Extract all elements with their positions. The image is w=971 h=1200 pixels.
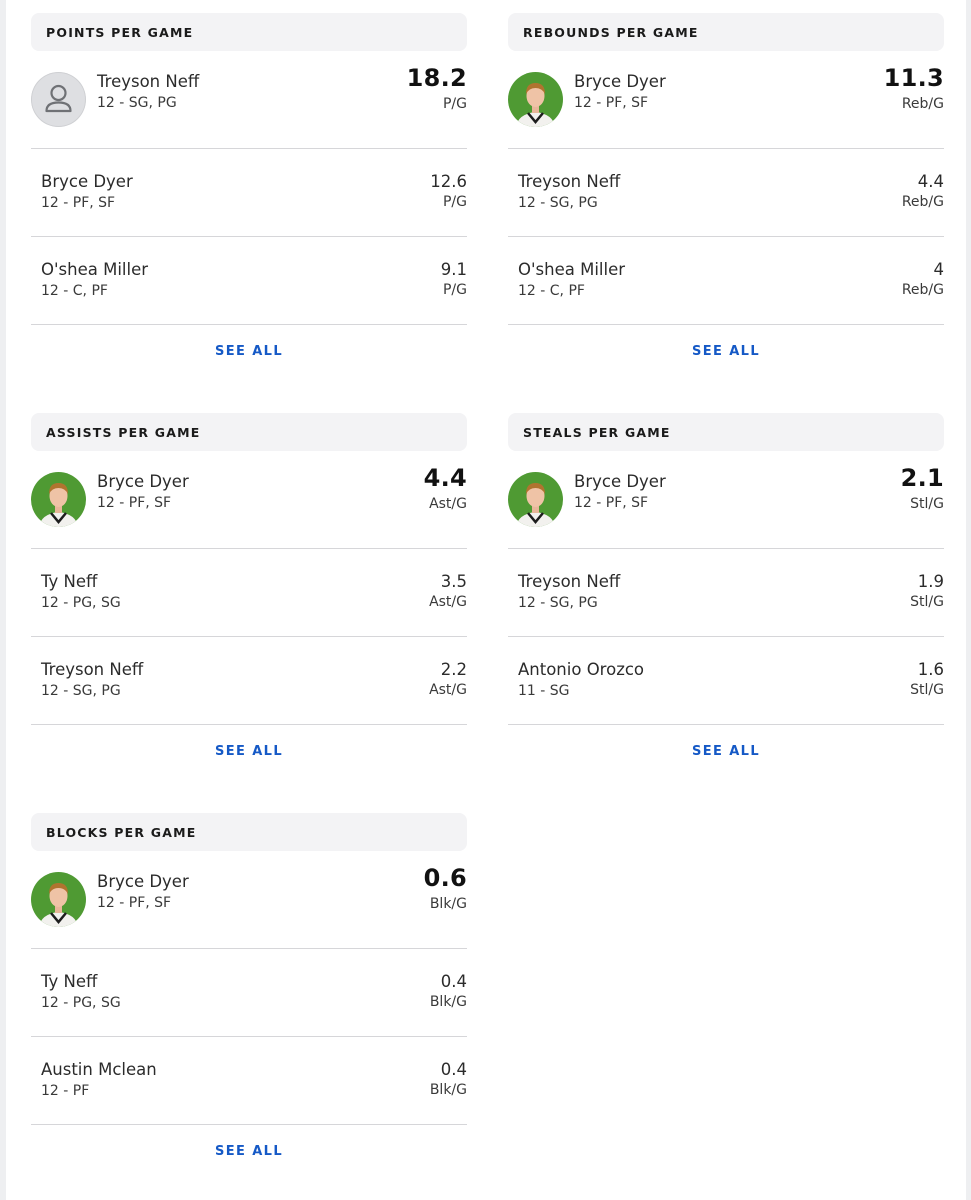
leader-name[interactable]: Bryce Dyer (574, 471, 666, 491)
stat-value: 4.4 (917, 172, 944, 191)
player-class-position: 12 - PG, SG (41, 595, 121, 611)
list-item[interactable]: O'shea Miller 12 - C, PF 4 Reb/G (508, 237, 944, 325)
player-photo (31, 472, 86, 527)
see-all-link[interactable]: SEE ALL (214, 343, 284, 359)
player-photo (508, 472, 563, 527)
stat-unit: P/G (442, 194, 467, 210)
assists-per-game-card: ASSISTS PER GAME Bryce Dyer 12 - PF, SF … (31, 413, 467, 777)
leader-stat-value: 2.1 (900, 464, 944, 492)
stat-value: 1.6 (917, 660, 944, 679)
player-name[interactable]: Treyson Neff (518, 572, 621, 591)
player-name[interactable]: Bryce Dyer (41, 172, 133, 191)
list-item[interactable]: Treyson Neff 12 - SG, PG 2.2 Ast/G (31, 637, 467, 725)
stat-unit: Stl/G (910, 594, 944, 610)
list-item[interactable]: Ty Neff 12 - PG, SG 0.4 Blk/G (31, 949, 467, 1037)
leader-stat-value: 18.2 (406, 64, 467, 92)
leader-name[interactable]: Bryce Dyer (97, 471, 189, 491)
player-class-position: 12 - PF (41, 1083, 90, 1099)
stat-value: 2.2 (440, 660, 467, 679)
leader-class-position: 12 - PF, SF (574, 94, 649, 111)
stat-unit: Stl/G (910, 682, 944, 698)
card-title: BLOCKS PER GAME (31, 813, 467, 851)
card-title: POINTS PER GAME (31, 13, 467, 51)
leader-name[interactable]: Bryce Dyer (574, 71, 666, 91)
stat-value: 9.1 (440, 260, 467, 279)
see-all-link[interactable]: SEE ALL (214, 743, 284, 759)
leader-class-position: 12 - PF, SF (574, 494, 649, 511)
leader-stat-unit: P/G (442, 96, 467, 112)
leader-row[interactable]: Bryce Dyer 12 - PF, SF 2.1 Stl/G (508, 451, 944, 549)
stat-unit: Blk/G (429, 994, 467, 1010)
player-name[interactable]: Treyson Neff (41, 660, 144, 679)
leader-stat-unit: Ast/G (429, 496, 467, 512)
player-class-position: 12 - PG, SG (41, 995, 121, 1011)
player-name[interactable]: Antonio Orozco (518, 660, 645, 679)
player-class-position: 12 - PF, SF (41, 195, 116, 211)
stat-value: 0.4 (440, 1060, 467, 1079)
list-item[interactable]: O'shea Miller 12 - C, PF 9.1 P/G (31, 237, 467, 325)
card-title: REBOUNDS PER GAME (508, 13, 944, 51)
see-all-link[interactable]: SEE ALL (691, 343, 761, 359)
leader-class-position: 12 - PF, SF (97, 494, 172, 511)
see-all-link[interactable]: SEE ALL (691, 743, 761, 759)
player-class-position: 12 - SG, PG (41, 683, 121, 699)
player-name[interactable]: Ty Neff (41, 972, 98, 991)
leader-stat-value: 4.4 (423, 464, 467, 492)
player-class-position: 12 - C, PF (41, 283, 108, 299)
leader-row[interactable]: Treyson Neff 12 - SG, PG 18.2 P/G (31, 51, 467, 149)
list-item[interactable]: Antonio Orozco 11 - SG 1.6 Stl/G (508, 637, 944, 725)
list-item[interactable]: Treyson Neff 12 - SG, PG 4.4 Reb/G (508, 149, 944, 237)
stat-unit: Reb/G (901, 194, 944, 210)
rebounds-per-game-card: REBOUNDS PER GAME Bryce Dyer 12 - PF, SF… (508, 13, 944, 377)
leader-row[interactable]: Bryce Dyer 12 - PF, SF 0.6 Blk/G (31, 851, 467, 949)
list-item[interactable]: Treyson Neff 12 - SG, PG 1.9 Stl/G (508, 549, 944, 637)
player-name[interactable]: Treyson Neff (518, 172, 621, 191)
stat-value: 12.6 (430, 172, 467, 191)
leader-stat-value: 0.6 (423, 864, 467, 892)
placeholder-person-icon (31, 72, 86, 127)
list-item[interactable]: Austin Mclean 12 - PF 0.4 Blk/G (31, 1037, 467, 1125)
player-name[interactable]: O'shea Miller (518, 260, 626, 279)
player-name[interactable]: Ty Neff (41, 572, 98, 591)
leader-name[interactable]: Treyson Neff (97, 71, 200, 91)
stat-unit: Ast/G (429, 594, 467, 610)
player-photo (508, 72, 563, 127)
list-item[interactable]: Ty Neff 12 - PG, SG 3.5 Ast/G (31, 549, 467, 637)
player-photo (31, 872, 86, 927)
card-title: ASSISTS PER GAME (31, 413, 467, 451)
see-all-link[interactable]: SEE ALL (214, 1143, 284, 1159)
leader-stat-value: 11.3 (883, 64, 944, 92)
stat-value: 1.9 (917, 572, 944, 591)
leader-stat-unit: Reb/G (901, 96, 944, 112)
blocks-per-game-card: BLOCKS PER GAME Bryce Dyer 12 - PF, SF 0… (31, 813, 467, 1177)
points-per-game-card: POINTS PER GAME Treyson Neff 12 - SG, PG… (31, 13, 467, 377)
stat-unit: P/G (442, 282, 467, 298)
list-item[interactable]: Bryce Dyer 12 - PF, SF 12.6 P/G (31, 149, 467, 237)
leader-class-position: 12 - PF, SF (97, 894, 172, 911)
player-class-position: 11 - SG (518, 683, 570, 699)
stat-value: 3.5 (440, 572, 467, 591)
player-class-position: 12 - SG, PG (518, 195, 598, 211)
player-name[interactable]: O'shea Miller (41, 260, 149, 279)
stat-unit: Reb/G (901, 282, 944, 298)
stat-value: 4 (933, 260, 945, 279)
player-name[interactable]: Austin Mclean (41, 1060, 157, 1079)
steals-per-game-card: STEALS PER GAME Bryce Dyer 12 - PF, SF 2… (508, 413, 944, 777)
leader-class-position: 12 - SG, PG (97, 94, 177, 111)
player-class-position: 12 - C, PF (518, 283, 585, 299)
leader-stat-unit: Stl/G (910, 496, 944, 512)
card-title: STEALS PER GAME (508, 413, 944, 451)
stat-unit: Ast/G (429, 682, 467, 698)
leader-name[interactable]: Bryce Dyer (97, 871, 189, 891)
left-edge-strip (0, 0, 6, 1200)
leader-stat-unit: Blk/G (429, 896, 467, 912)
leader-row[interactable]: Bryce Dyer 12 - PF, SF 4.4 Ast/G (31, 451, 467, 549)
player-class-position: 12 - SG, PG (518, 595, 598, 611)
right-edge-strip (966, 0, 971, 1200)
stat-unit: Blk/G (429, 1082, 467, 1098)
stat-value: 0.4 (440, 972, 467, 991)
leader-row[interactable]: Bryce Dyer 12 - PF, SF 11.3 Reb/G (508, 51, 944, 149)
